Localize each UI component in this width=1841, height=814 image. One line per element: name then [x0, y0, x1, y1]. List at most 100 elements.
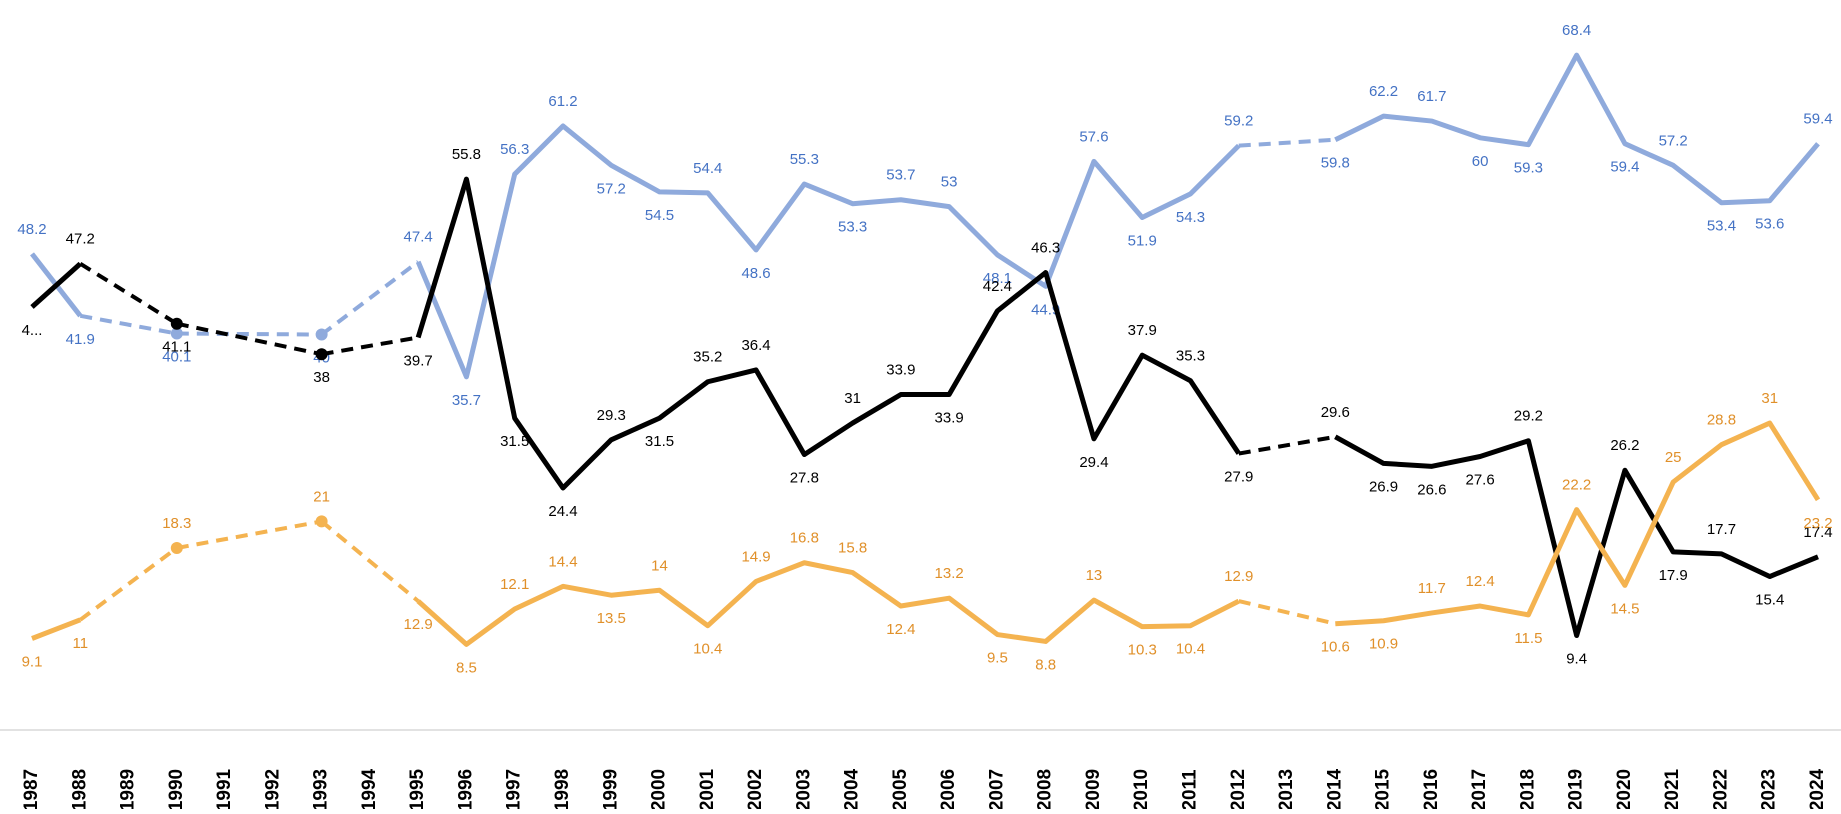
- data-label: 12.4: [886, 621, 915, 638]
- data-label: 9.5: [987, 650, 1008, 667]
- x-tick-label: 2013: [1276, 769, 1297, 809]
- data-label: 18.3: [162, 515, 191, 532]
- data-label: 16.8: [790, 530, 819, 547]
- data-label: 55.3: [790, 151, 819, 168]
- x-tick-label: 1998: [552, 769, 573, 809]
- data-label: 47.2: [66, 231, 95, 248]
- data-label: 62.2: [1369, 83, 1398, 100]
- data-label: 17.7: [1707, 521, 1736, 538]
- data-label: 13: [1086, 567, 1103, 584]
- data-label: 61.7: [1417, 88, 1446, 105]
- data-label: 33.9: [935, 410, 964, 427]
- data-label: 31: [844, 390, 861, 407]
- x-tick-label: 2008: [1035, 769, 1056, 809]
- gap-connector: [322, 262, 419, 335]
- point-marker: [316, 329, 328, 341]
- x-tick-label: 2003: [793, 769, 814, 809]
- data-label: 59.8: [1321, 155, 1350, 172]
- x-tick-label: 1988: [69, 769, 90, 809]
- data-label: 41.9: [66, 331, 95, 348]
- data-label: 54.3: [1176, 209, 1205, 226]
- data-label: 12.4: [1466, 573, 1495, 590]
- data-label: 54.4: [693, 160, 722, 177]
- data-label: 55.8: [452, 146, 481, 163]
- data-label: 57.2: [1659, 132, 1688, 149]
- data-label: 15.8: [838, 540, 867, 557]
- data-label: 61.2: [548, 93, 577, 110]
- point-marker: [171, 542, 183, 554]
- data-label: 38: [313, 369, 330, 386]
- x-tick-label: 1991: [214, 768, 235, 809]
- data-label: 35.2: [693, 349, 722, 366]
- data-label: 56.3: [500, 141, 529, 158]
- x-tick-label: 2009: [1083, 769, 1104, 809]
- x-tick-label: 2017: [1469, 769, 1490, 809]
- data-label: 11.7: [1418, 580, 1446, 597]
- x-tick-label: 2018: [1517, 769, 1538, 809]
- data-label: 31: [1761, 390, 1778, 407]
- data-label: 39.7: [404, 352, 433, 369]
- data-label: 60: [1472, 153, 1489, 170]
- point-marker: [316, 348, 328, 360]
- data-label: 12.9: [1224, 568, 1253, 585]
- data-label: 37.9: [1128, 322, 1157, 339]
- data-label: 31.5: [645, 433, 674, 450]
- data-label: 57.6: [1079, 128, 1108, 145]
- data-label: 10.4: [693, 641, 722, 658]
- data-label: 24.4: [548, 503, 577, 520]
- data-label: 10.3: [1128, 642, 1157, 659]
- x-tick-label: 1989: [118, 769, 139, 809]
- data-label: 27.6: [1466, 471, 1495, 488]
- gap-connector: [1239, 140, 1336, 146]
- data-label: 25: [1665, 449, 1682, 466]
- data-label: 11: [72, 635, 88, 652]
- data-label: 53.6: [1755, 216, 1784, 233]
- x-tick-label: 2005: [890, 768, 911, 809]
- data-label: 17.9: [1659, 567, 1688, 584]
- x-tick-label: 2011: [1180, 769, 1201, 809]
- gap-connector: [177, 334, 322, 335]
- data-label: 53.3: [838, 219, 867, 236]
- data-label: 14.9: [741, 548, 770, 565]
- x-tick-label: 2023: [1759, 769, 1780, 809]
- x-tick-label: 2019: [1566, 769, 1587, 809]
- x-tick-label: 1999: [600, 769, 621, 809]
- x-tick-label: 1992: [262, 769, 283, 809]
- data-label: 59.4: [1803, 111, 1832, 128]
- x-tick-label: 2004: [842, 768, 863, 809]
- data-label: 33.9: [886, 362, 915, 379]
- data-label: 36.4: [741, 337, 770, 354]
- data-label: 46.3: [1031, 240, 1060, 257]
- series-line: [1335, 55, 1818, 203]
- data-label: 12.1: [500, 576, 529, 593]
- x-tick-label: 2012: [1228, 769, 1249, 809]
- data-label: 14.4: [548, 553, 577, 570]
- x-tick-label: 2020: [1614, 769, 1635, 809]
- data-label: 8.8: [1035, 656, 1056, 673]
- data-label: 14.5: [1610, 600, 1639, 617]
- x-tick-label: 2007: [986, 769, 1007, 809]
- data-label: 14: [651, 557, 668, 574]
- x-tick-label: 2015: [1373, 768, 1394, 809]
- data-label: 12.9: [404, 616, 433, 633]
- chart: 1987198819891990199119921993199419951996…: [0, 0, 1841, 809]
- data-label: 29.2: [1514, 408, 1543, 425]
- data-label: 35.7: [452, 392, 481, 409]
- data-label: 42.4: [983, 278, 1012, 295]
- data-label: 29.3: [597, 407, 626, 424]
- point-marker: [171, 318, 183, 330]
- data-label: 68.4: [1562, 22, 1591, 39]
- data-label: 26.2: [1610, 437, 1639, 454]
- series-line: [32, 264, 80, 307]
- x-tick-label: 1995: [407, 768, 428, 809]
- series-line: [1335, 437, 1818, 636]
- x-tick-label: 1987: [21, 769, 42, 809]
- data-label: 48.2: [17, 221, 46, 238]
- data-label: 53.4: [1707, 218, 1736, 235]
- x-tick-label: 1993: [311, 769, 332, 809]
- data-label: 57.2: [597, 180, 626, 197]
- data-label: 47.4: [404, 229, 433, 246]
- data-label: 9.4: [1566, 651, 1587, 668]
- data-label: 29.4: [1079, 454, 1108, 471]
- x-tick-label: 2022: [1710, 769, 1731, 809]
